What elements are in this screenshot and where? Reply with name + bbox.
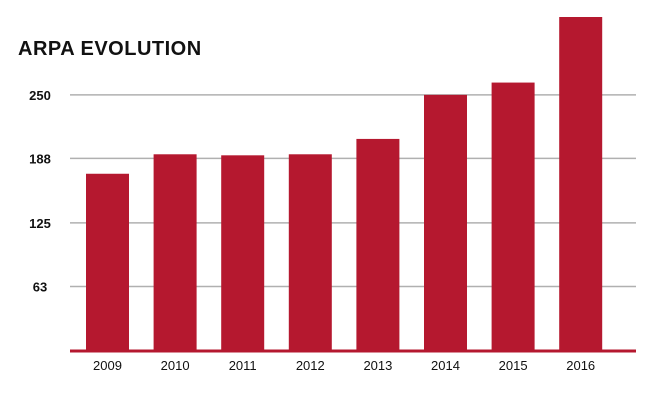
x-tick-label: 2011 [229,358,257,373]
bar-2015 [491,82,535,351]
x-tick-label: 2016 [566,358,595,373]
x-tick-labels: 2009 2010 2011 2012 2013 2014 2015 2016 [93,358,595,373]
y-tick-label: 63 [33,279,47,294]
bar-2010 [153,154,197,351]
x-tick-label: 2012 [296,358,325,373]
y-tick-label: 125 [29,216,51,231]
y-tick-label: 188 [29,151,51,166]
x-tick-label: 2015 [499,358,528,373]
bar-2013 [356,138,400,351]
bar-2016 [559,17,603,351]
chart-title: ARPA EVOLUTION [18,38,202,60]
y-tick-labels: 63 125 188 250 [29,88,51,295]
bars [86,17,603,352]
bar-2011 [221,155,265,351]
x-tick-label: 2010 [161,358,190,373]
x-tick-label: 2013 [363,358,392,373]
y-tick-label: 250 [29,88,51,103]
bar-2012 [288,154,332,351]
x-tick-label: 2014 [431,358,460,373]
bar-2009 [86,173,129,351]
bar-2014 [424,94,467,352]
x-tick-label: 2009 [93,358,122,373]
